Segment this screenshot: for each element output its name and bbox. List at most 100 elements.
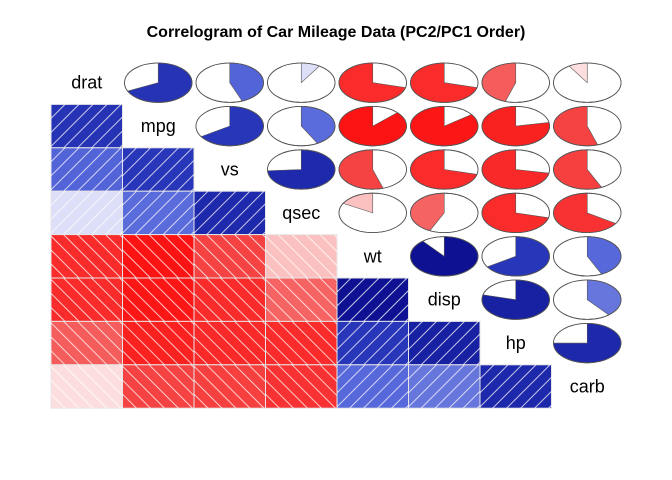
hatch-lines xyxy=(122,278,194,322)
pie-cell-mpg-hp xyxy=(481,105,550,147)
hatch-line xyxy=(77,321,122,365)
hatch-line xyxy=(277,321,322,365)
hatch-line xyxy=(91,278,123,310)
variable-label-hp: hp xyxy=(506,333,526,353)
hatch-lines xyxy=(51,364,123,409)
hatch-line xyxy=(122,365,165,409)
pie-outline xyxy=(481,236,550,277)
hatch-line xyxy=(148,321,193,365)
hatch-line xyxy=(363,278,408,322)
hatch-lines xyxy=(122,234,194,279)
shade-cell-hp-vs xyxy=(193,320,266,366)
hatch-line xyxy=(448,333,480,365)
hatch-lines xyxy=(265,364,337,409)
hatch-line xyxy=(51,306,66,322)
hatch-line xyxy=(248,321,266,340)
hatch-line xyxy=(520,376,552,409)
hatch-line xyxy=(234,321,266,354)
hatch-line xyxy=(176,321,194,340)
hatch-line xyxy=(77,147,122,192)
hatch-line xyxy=(194,322,237,365)
pie-outline xyxy=(410,149,479,190)
hatch-line xyxy=(248,216,266,235)
hatch-line xyxy=(391,303,409,322)
hatch-line xyxy=(319,234,337,253)
hatch-line xyxy=(234,278,266,310)
hatch-line xyxy=(265,336,294,365)
hatch-line xyxy=(148,191,193,235)
hatch-line xyxy=(265,365,308,409)
variable-label-vs: vs xyxy=(221,160,239,180)
hatch-line xyxy=(51,147,94,191)
shade-cell-qsec-drat xyxy=(50,190,123,236)
pie-cell-qsec-wt xyxy=(338,192,407,233)
hatch-line xyxy=(51,191,66,206)
hatch-line xyxy=(265,393,280,409)
hatch-line xyxy=(105,234,123,253)
hatch-line xyxy=(63,191,108,235)
hatch-line xyxy=(162,202,194,235)
hatch-line xyxy=(305,364,337,397)
hatch-line xyxy=(176,278,194,296)
hatch-line xyxy=(51,191,80,220)
shade-rect xyxy=(193,190,266,236)
hatch-lines xyxy=(194,364,266,409)
hatch-line xyxy=(194,306,209,322)
shade-cell-carb-wt xyxy=(336,364,409,409)
hatch-line xyxy=(265,235,308,279)
variable-label-drat: drat xyxy=(71,73,102,93)
shade-rect xyxy=(193,364,266,409)
shade-cell-wt-mpg xyxy=(122,234,195,279)
hatch-line xyxy=(63,278,108,322)
hatch-line xyxy=(91,202,123,235)
pie-cell-wt-carb xyxy=(553,236,622,277)
hatch-lines xyxy=(265,278,337,322)
pie-outline xyxy=(267,105,336,147)
pie-outline xyxy=(553,192,622,233)
hatch-line xyxy=(105,321,123,340)
pie-cell-disp-hp xyxy=(481,279,550,320)
shade-cell-disp-drat xyxy=(50,277,123,322)
hatch-line xyxy=(91,234,123,267)
hatch-line xyxy=(377,289,409,322)
hatch-line xyxy=(265,350,280,365)
hatch-line xyxy=(220,364,265,409)
shade-rect xyxy=(122,234,195,279)
hatch-line xyxy=(337,278,352,293)
pie-outline xyxy=(481,149,550,190)
hatch-line xyxy=(176,364,194,383)
hatch-line xyxy=(291,234,336,279)
hatch-line xyxy=(408,364,451,408)
hatch-line xyxy=(51,278,94,322)
shade-cell-carb-mpg xyxy=(122,364,195,409)
shade-rect xyxy=(50,234,123,279)
hatch-line xyxy=(105,364,123,383)
hatch-line xyxy=(162,278,194,310)
hatch-line xyxy=(408,364,423,380)
pie-cell-vs-carb xyxy=(553,149,622,190)
hatch-line xyxy=(220,321,265,365)
hatch-lines xyxy=(51,147,123,192)
hatch-line xyxy=(194,263,209,279)
hatch-lines xyxy=(51,278,123,322)
hatch-line xyxy=(77,104,122,148)
hatch-line xyxy=(391,390,409,409)
pie-outline xyxy=(338,149,407,190)
pie-cell-drat-hp xyxy=(481,62,550,103)
hatch-line xyxy=(408,321,423,337)
hatch-lines xyxy=(337,321,409,365)
hatch-line xyxy=(248,364,266,383)
hatch-line xyxy=(51,104,66,120)
hatch-line xyxy=(194,191,237,234)
hatch-line xyxy=(91,159,123,192)
shade-rect xyxy=(50,277,123,322)
hatch-line xyxy=(122,191,165,234)
shade-cell-hp-drat xyxy=(50,320,123,366)
pie-outline xyxy=(553,322,622,364)
hatch-line xyxy=(134,278,179,322)
shade-cell-disp-qsec xyxy=(265,277,338,322)
hatch-line xyxy=(122,278,165,322)
hatch-line xyxy=(63,147,108,192)
hatch-line xyxy=(122,379,151,409)
